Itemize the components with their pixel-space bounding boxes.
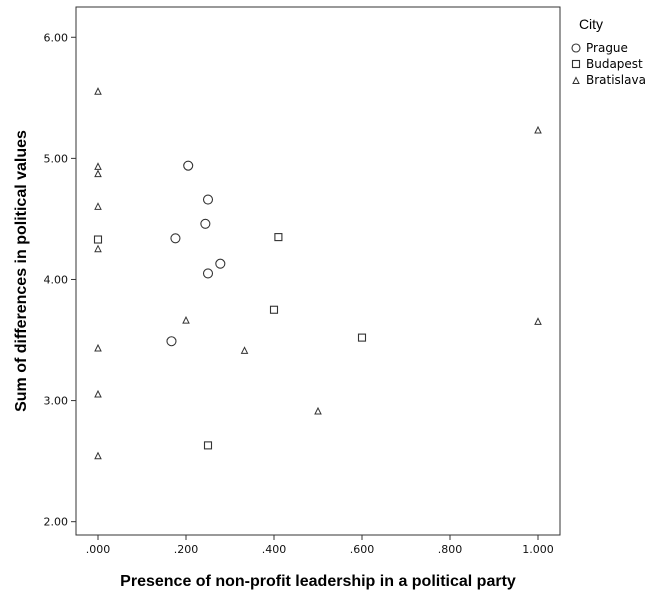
data-point-bratislava [240,346,249,354]
data-point-bratislava [534,317,542,325]
data-point-budapest [203,441,213,450]
legend-item-budapest: Budapest [571,57,643,71]
data-point-bratislava [94,162,102,170]
data-point-bratislava [94,244,102,253]
x-tick-label: .600 [350,543,375,556]
data-point-bratislava [94,343,102,352]
x-tick-label: .400 [262,543,287,556]
data-point-prague [202,268,214,279]
x-tick-label: .000 [86,543,111,556]
data-point-budapest [269,305,279,314]
data-point-bratislava [314,406,322,415]
data-point-budapest [357,333,367,342]
data-point-bratislava [534,125,542,134]
data-point-bratislava [94,389,102,398]
data-point-bratislava [94,169,102,178]
data-point-bratislava [94,87,102,95]
x-tick-label: .200 [174,543,199,556]
data-point-prague [183,160,194,171]
legend-title: City [579,16,603,32]
data-point-prague [200,218,211,229]
y-axis-title: Sum of differences in political values [13,130,30,412]
x-tick-label: 1.000 [522,543,554,556]
data-point-bratislava [182,316,190,324]
data-point-bratislava [94,202,102,210]
data-point-budapest [93,235,103,244]
data-point-budapest [274,233,283,242]
legend-marker [571,59,581,69]
y-tick-label: 2.00 [44,516,69,529]
y-axis: 2.00 3.00 4.00 5.00 6.00 [44,31,76,529]
data-point-prague [202,194,214,205]
legend-marker [572,76,580,84]
data-point-prague [215,258,226,269]
y-tick-label: 6.00 [44,31,69,44]
legend-label: Bratislava [586,73,645,87]
legend-item-bratislava: Bratislava [572,73,645,87]
y-tick-label: 4.00 [44,273,69,286]
legend: City Prague Budapest Bratislava [571,16,645,87]
data-point-bratislava [94,451,102,460]
x-tick-label: .800 [438,543,463,556]
legend-item-prague: Prague [571,41,628,55]
legend-label: Prague [586,41,628,55]
data-point-prague [166,336,177,347]
plot-area [75,6,561,536]
y-tick-label: 5.00 [44,152,69,165]
x-axis: .000 .200 .400 .600 .800 1.000 [86,535,554,556]
data-points [93,87,542,460]
data-point-prague [170,233,181,244]
legend-marker [571,43,581,53]
x-axis-title: Presence of non-profit leadership in a p… [120,573,516,590]
legend-label: Budapest [586,57,643,71]
y-tick-label: 3.00 [44,395,69,408]
